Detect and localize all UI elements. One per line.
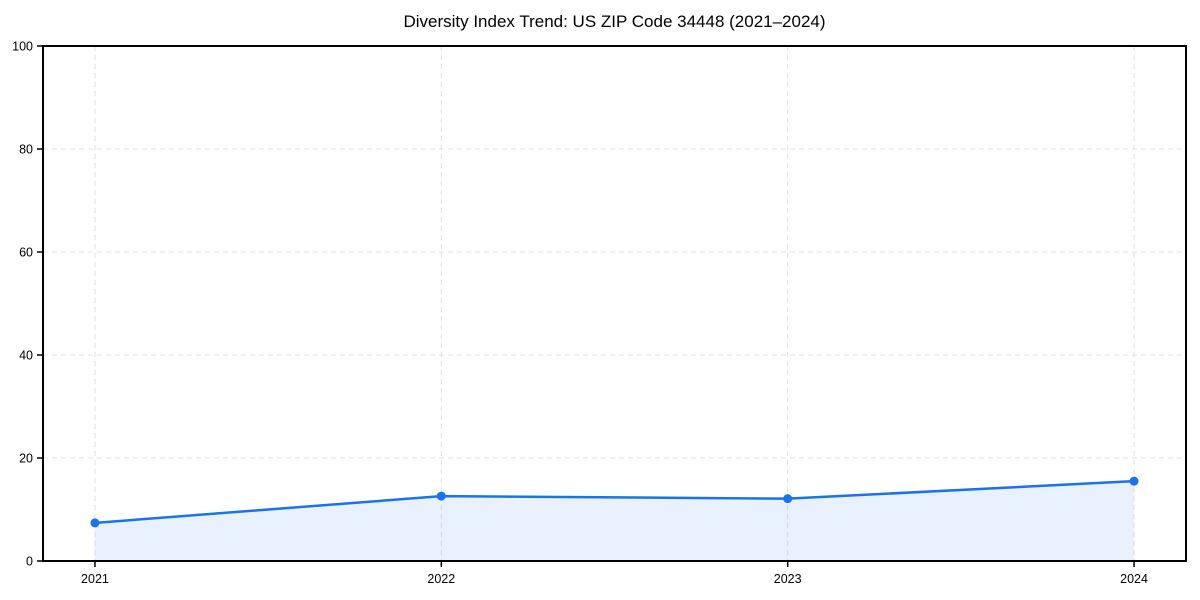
x-tick-labels: 2021 2022 2023 2024 [81,572,1148,586]
axis-spines [42,45,1187,562]
svg-text:100: 100 [12,40,33,54]
data-point [783,494,793,504]
data-point [90,518,100,528]
data-point [1129,476,1139,486]
y-tick-labels: 0 20 40 60 80 100 [12,40,33,569]
grid-lines [43,45,1186,562]
data-point [436,491,446,501]
tick-marks [37,45,1135,567]
svg-text:80: 80 [19,143,33,157]
svg-text:60: 60 [19,246,33,260]
svg-text:2021: 2021 [81,572,109,586]
svg-text:2023: 2023 [774,572,802,586]
trend-line [93,479,1136,525]
chart-title: Diversity Index Trend: US ZIP Code 34448… [403,12,826,31]
data-points [90,476,1139,528]
svg-text:20: 20 [19,452,33,466]
svg-text:2024: 2024 [1120,572,1148,586]
area-fill [94,481,1135,561]
svg-text:40: 40 [19,349,33,363]
svg-text:0: 0 [26,555,33,569]
svg-text:2022: 2022 [427,572,455,586]
